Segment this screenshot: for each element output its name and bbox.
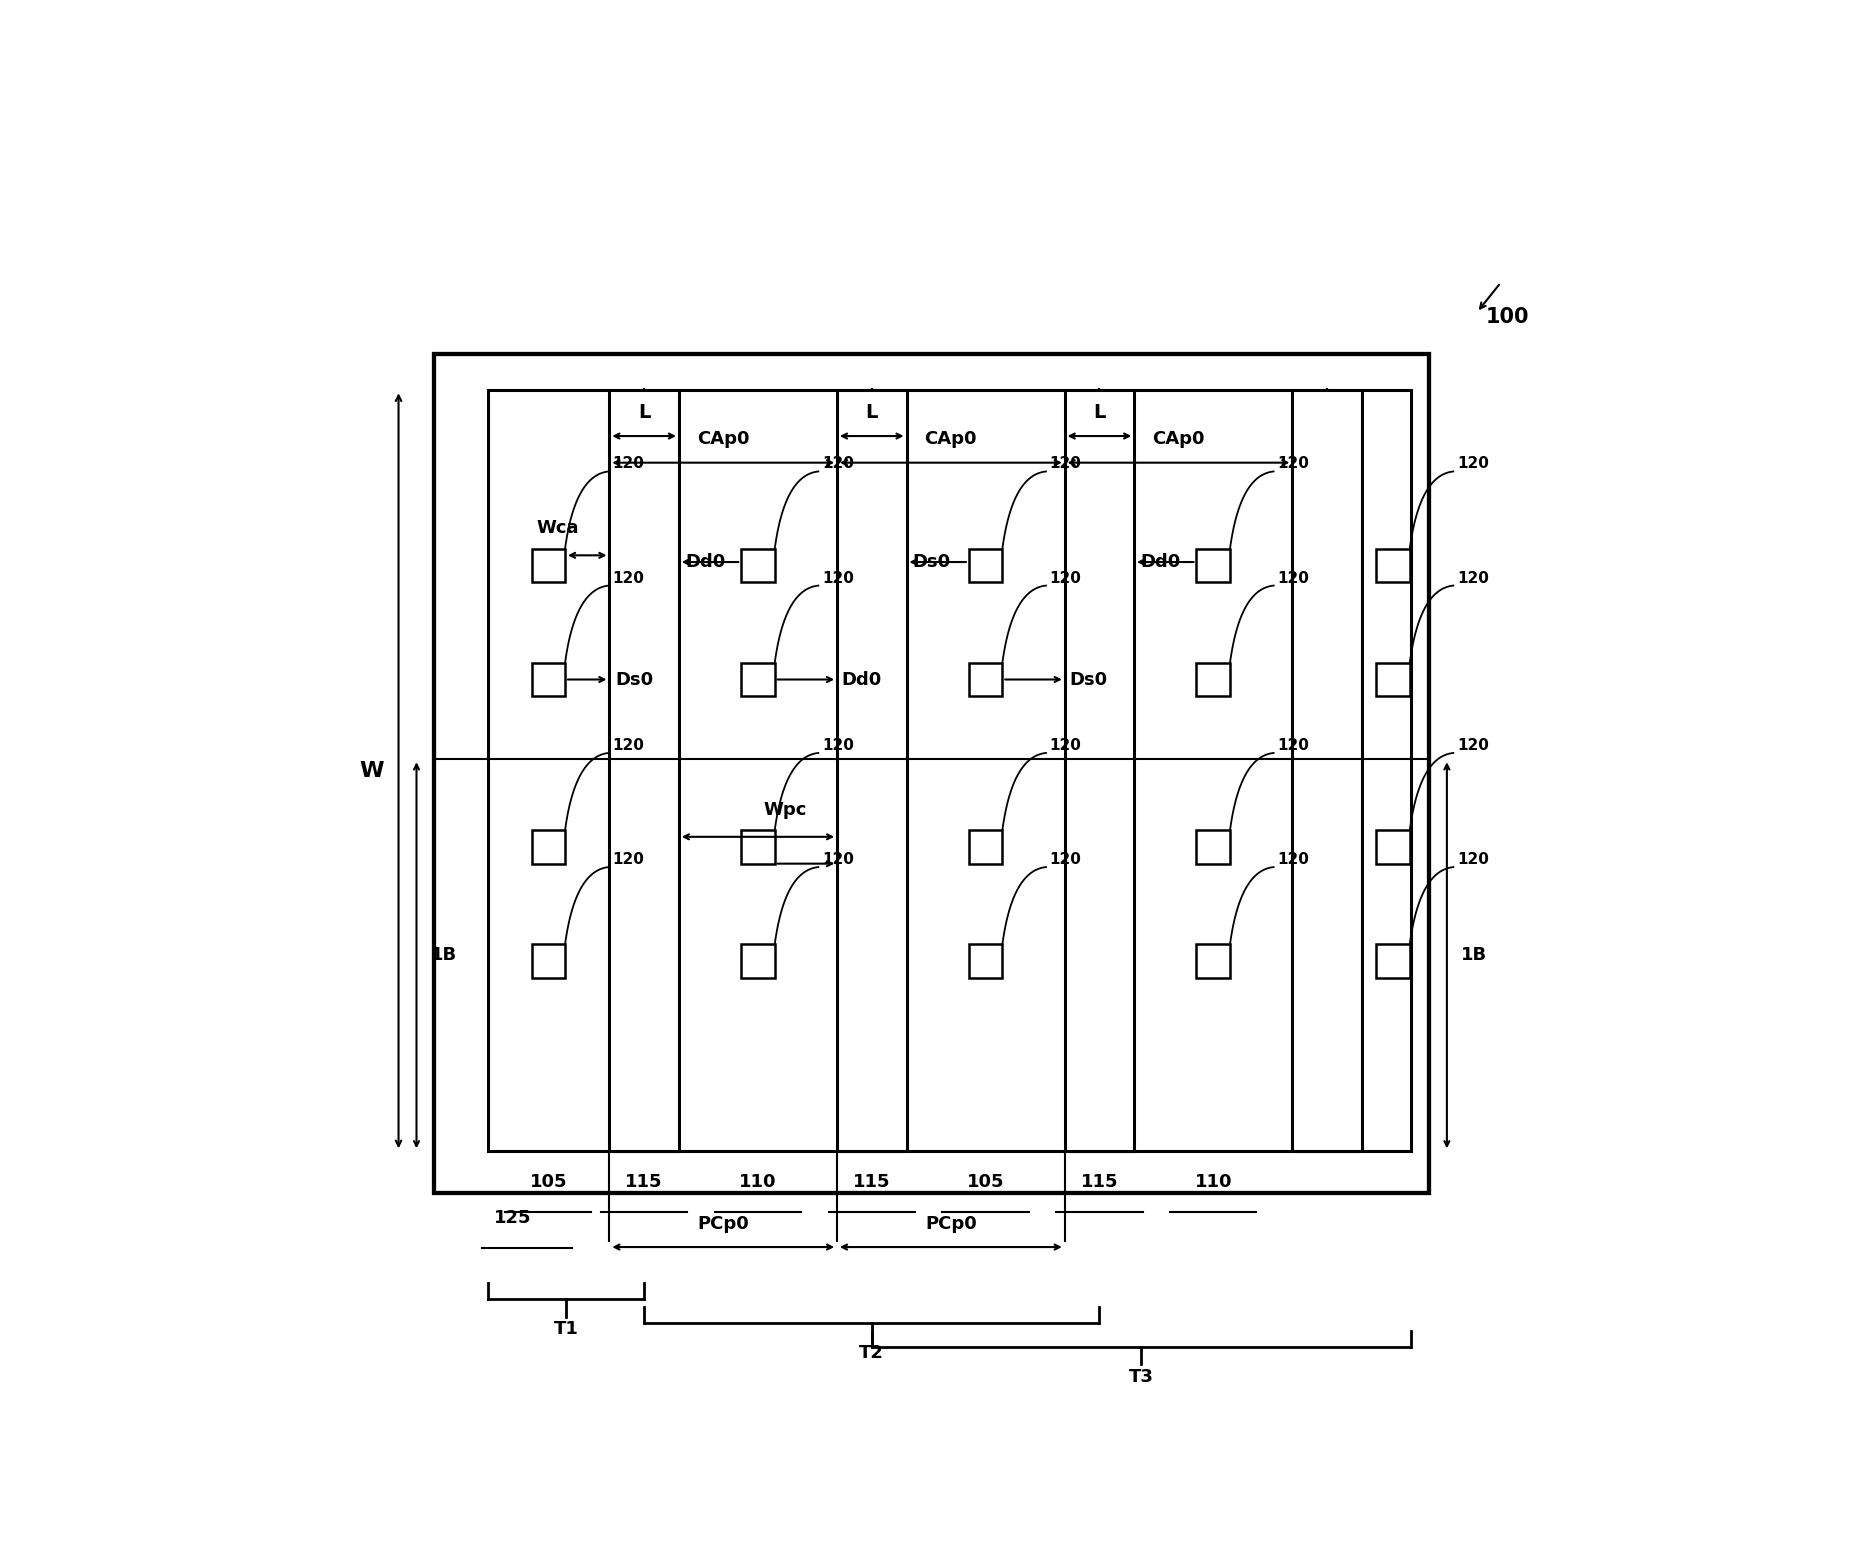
Bar xyxy=(532,663,565,696)
Text: 115: 115 xyxy=(626,1173,663,1190)
Bar xyxy=(1197,663,1230,696)
Text: 1B: 1B xyxy=(1462,946,1488,965)
Bar xyxy=(1377,829,1410,864)
Text: Dd0: Dd0 xyxy=(686,552,725,571)
Text: Dd0: Dd0 xyxy=(1140,552,1180,571)
Bar xyxy=(1377,944,1410,977)
Text: CAp0: CAp0 xyxy=(925,431,977,448)
Bar xyxy=(1197,829,1230,864)
Text: 120: 120 xyxy=(1456,571,1488,585)
Text: 120: 120 xyxy=(611,738,645,753)
Bar xyxy=(741,944,775,977)
Text: T1: T1 xyxy=(554,1319,578,1338)
Text: Dd0: Dd0 xyxy=(841,671,882,688)
Text: 120: 120 xyxy=(823,738,854,753)
Text: 120: 120 xyxy=(1049,456,1082,471)
Text: 120: 120 xyxy=(1277,738,1308,753)
Bar xyxy=(1197,944,1230,977)
Text: 115: 115 xyxy=(1080,1173,1117,1190)
Text: Ds0: Ds0 xyxy=(1069,671,1108,688)
Bar xyxy=(969,944,1002,977)
Bar xyxy=(1377,663,1410,696)
Text: Wpc: Wpc xyxy=(763,801,808,818)
Bar xyxy=(969,663,1002,696)
Text: CAp0: CAp0 xyxy=(1153,431,1204,448)
Text: 110: 110 xyxy=(739,1173,776,1190)
Text: Wca: Wca xyxy=(536,520,578,537)
Text: 120: 120 xyxy=(611,853,645,867)
Text: 1B: 1B xyxy=(432,946,458,965)
Bar xyxy=(741,663,775,696)
Bar xyxy=(1292,391,1362,1151)
Text: T3: T3 xyxy=(1128,1368,1154,1386)
Bar xyxy=(1377,549,1410,582)
Text: 120: 120 xyxy=(1277,456,1308,471)
Bar xyxy=(838,391,906,1151)
Text: 120: 120 xyxy=(823,853,854,867)
Text: 105: 105 xyxy=(967,1173,1004,1190)
Text: T2: T2 xyxy=(860,1344,884,1362)
Text: 110: 110 xyxy=(1195,1173,1232,1190)
Bar xyxy=(434,355,1429,1193)
Text: 120: 120 xyxy=(1456,853,1488,867)
Bar xyxy=(1197,549,1230,582)
Bar xyxy=(532,549,565,582)
Bar xyxy=(610,391,678,1151)
Text: PCp0: PCp0 xyxy=(925,1215,977,1232)
Bar xyxy=(969,549,1002,582)
Bar xyxy=(741,829,775,864)
Text: 120: 120 xyxy=(1277,853,1308,867)
Text: PCp0: PCp0 xyxy=(697,1215,749,1232)
Text: L: L xyxy=(637,403,650,422)
Text: 120: 120 xyxy=(1049,738,1082,753)
Bar xyxy=(532,829,565,864)
Text: 100: 100 xyxy=(1486,307,1529,327)
Text: 115: 115 xyxy=(852,1173,891,1190)
Bar xyxy=(741,549,775,582)
Text: W: W xyxy=(359,761,384,781)
Text: CAp0: CAp0 xyxy=(697,431,749,448)
Text: 120: 120 xyxy=(823,456,854,471)
Text: Ds0: Ds0 xyxy=(615,671,654,688)
Text: 120: 120 xyxy=(611,456,645,471)
Text: 120: 120 xyxy=(1456,456,1488,471)
Text: Ds0: Ds0 xyxy=(912,552,951,571)
Text: 120: 120 xyxy=(1049,853,1082,867)
Bar xyxy=(489,391,1410,1151)
Text: L: L xyxy=(1093,403,1106,422)
Bar xyxy=(969,829,1002,864)
Bar xyxy=(1065,391,1134,1151)
Text: 125: 125 xyxy=(495,1209,532,1226)
Text: 120: 120 xyxy=(1456,738,1488,753)
Text: 120: 120 xyxy=(1277,571,1308,585)
Text: 120: 120 xyxy=(611,571,645,585)
Bar xyxy=(532,944,565,977)
Text: 105: 105 xyxy=(530,1173,567,1190)
Text: L: L xyxy=(865,403,878,422)
Text: 120: 120 xyxy=(1049,571,1082,585)
Text: 120: 120 xyxy=(823,571,854,585)
